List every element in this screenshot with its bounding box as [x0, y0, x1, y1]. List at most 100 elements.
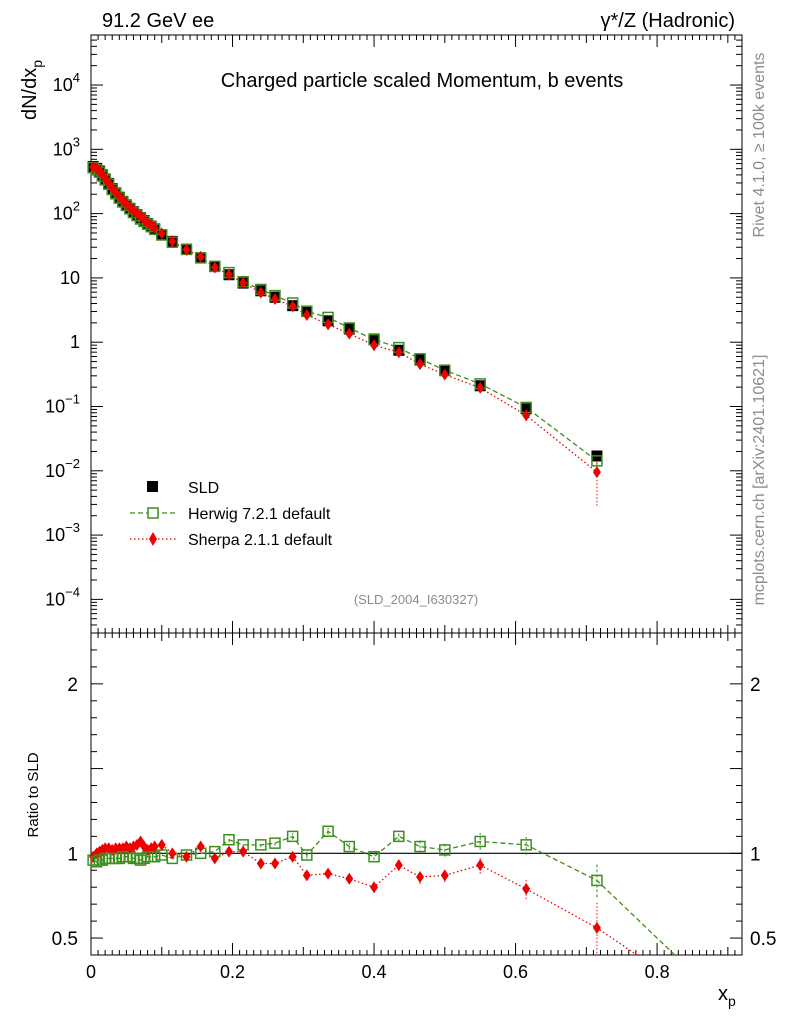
sherpa-ratio-point: [288, 850, 297, 863]
herwig-ratio-point: [301, 849, 313, 861]
y-axis-label-main: dN/dx: [19, 68, 41, 120]
sherpa-ratio-point: [157, 838, 166, 851]
sherpa-ratio-line: [92, 840, 638, 956]
sherpa-ratio-point: [592, 921, 601, 934]
herwig-ratio-point: [223, 834, 235, 846]
herwig-ratio-point: [368, 850, 380, 863]
sherpa-point: [224, 268, 233, 281]
herwig-ratio-point: [286, 830, 299, 843]
y-tick-label-base: 10: [45, 397, 65, 417]
sherpa-point: [150, 221, 159, 234]
legend-label-herwig: Herwig 7.2.1 default: [188, 506, 331, 523]
legend-marker-sherpa: [149, 532, 157, 546]
y-tick-label-base: 10: [53, 204, 73, 224]
herwig-ratio-point: [474, 835, 486, 848]
y-tick-label: 10−2: [45, 456, 80, 481]
main-panel-series: [87, 161, 603, 506]
sherpa-point: [210, 261, 219, 274]
ratio-tick-label-left: 0.5: [52, 929, 78, 950]
y-tick-label: 10: [60, 268, 80, 288]
y-tick-label: 10−1: [45, 392, 80, 417]
x-axis-label-main: x: [718, 983, 728, 1005]
sherpa-ratio-point: [476, 859, 485, 872]
y-tick-label: 102: [53, 199, 80, 224]
ratio-tick-label-right: 2: [750, 675, 761, 696]
side-text-mcplots: mcplots.cern.ch [arXiv:2401.10621]: [751, 355, 768, 606]
x-axis-label: xp: [718, 983, 736, 1009]
ratio-tick-label-left: 2: [67, 675, 78, 696]
sherpa-point: [416, 358, 425, 371]
herwig-ratio-line: [92, 830, 676, 956]
sherpa-ratio-point: [168, 847, 177, 860]
y-tick-label: 104: [53, 70, 80, 95]
chart-title: Charged particle scaled Momentum, b even…: [221, 70, 623, 92]
y-tick-label-exponent: −4: [65, 584, 80, 599]
x-tick-label: 0.4: [362, 962, 387, 982]
herwig-ratio-point: [269, 837, 281, 849]
sherpa-point: [345, 327, 354, 340]
header-left: 91.2 GeV ee: [102, 10, 214, 32]
herwig-ratio-point: [520, 839, 532, 851]
herwig-ratio-point: [439, 844, 451, 856]
y-tick-label-base: 10: [45, 525, 65, 545]
sherpa-point: [288, 300, 297, 313]
ratio-tick-label-right: 0.5: [750, 929, 776, 950]
sherpa-point: [522, 409, 531, 422]
analysis-watermark: (SLD_2004_I630327): [354, 592, 478, 607]
herwig-ratio-point: [393, 830, 405, 843]
x-tick-label: 0.6: [503, 962, 528, 982]
y-tick-label-exponent: 3: [73, 134, 80, 149]
y-tick-label: 10−4: [45, 584, 80, 609]
sherpa-point: [592, 466, 601, 479]
sld-point: [520, 403, 532, 415]
sherpa-ratio-point: [394, 859, 403, 872]
y-tick-label-base: 10: [60, 268, 80, 288]
x-tick-label: 0.2: [220, 962, 245, 982]
sherpa-ratio-point: [345, 872, 354, 885]
y-tick-label-exponent: 4: [73, 70, 80, 85]
sherpa-ratio-point: [224, 845, 233, 858]
herwig-ratio-point: [255, 839, 267, 851]
sherpa-point: [270, 292, 279, 305]
side-text-rivet: Rivet 4.1.0, ≥ 100k events: [751, 53, 768, 238]
y-tick-label-exponent: −2: [65, 456, 80, 471]
y-tick-label-base: 1: [70, 332, 80, 352]
sld-point: [368, 333, 380, 345]
sherpa-point: [370, 339, 379, 352]
y-tick-label-base: 10: [53, 75, 73, 95]
ratio-panel-series: [87, 825, 742, 956]
sherpa-point: [256, 286, 265, 299]
herwig-ratio-point: [343, 840, 356, 853]
y-tick-label-exponent: −1: [65, 392, 80, 407]
sherpa-ratio-point: [302, 869, 311, 882]
sherpa-point: [440, 368, 449, 381]
y-tick-label: 1: [70, 332, 80, 352]
legend-marker-sld: [147, 481, 158, 492]
sherpa-ratio-point: [239, 845, 248, 858]
herwig-ratio-point: [591, 874, 603, 887]
sherpa-point: [239, 276, 248, 289]
y-tick-label-base: 10: [45, 461, 65, 481]
x-tick-label: 0.8: [645, 962, 670, 982]
x-tick-label: 0: [86, 962, 96, 982]
sherpa-point: [168, 235, 177, 248]
herwig-point: [591, 455, 603, 467]
herwig-ratio-point: [322, 825, 334, 838]
legend-marker-herwig: [147, 507, 159, 519]
sherpa-ratio-point: [270, 857, 279, 870]
tick-labels: 0 0.2 0.4 0.6 0.810−410−310−210−111010210310…: [45, 70, 776, 982]
sherpa-ratio-point: [522, 882, 531, 895]
legend-label-sherpa: Sherpa 2.1.1 default: [188, 532, 333, 549]
sherpa-line: [92, 166, 598, 473]
sherpa-ratio-point: [416, 871, 425, 884]
herwig-line: [92, 167, 598, 462]
y-axis-label: dN/dxp: [19, 60, 45, 120]
ratio-plot-frame: [90, 632, 743, 956]
y-axis-label-sub: p: [29, 60, 45, 68]
sherpa-point: [302, 308, 311, 321]
y-tick-label-exponent: 2: [73, 199, 80, 214]
sherpa-point: [476, 381, 485, 394]
sherpa-point: [157, 227, 166, 240]
y-tick-label-base: 10: [53, 139, 73, 159]
